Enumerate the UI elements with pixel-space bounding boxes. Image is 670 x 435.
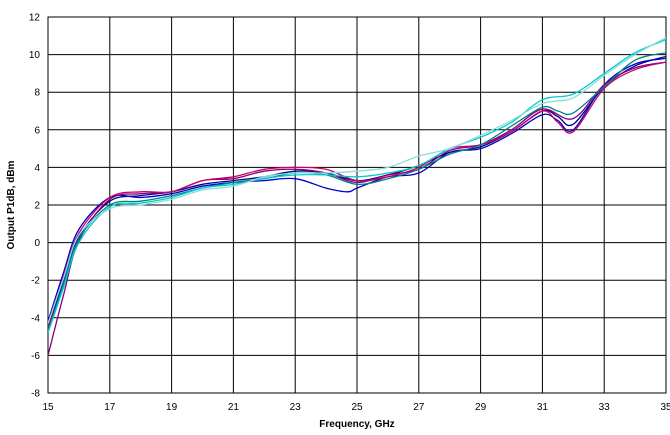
series-group	[48, 37, 666, 356]
x-tick-label: 17	[104, 402, 116, 413]
y-tick-label: 8	[34, 88, 40, 99]
series-line-6	[48, 39, 666, 334]
y-axis-title: Output P1dB, dBm	[6, 160, 17, 249]
y-tick-label: 12	[29, 13, 41, 24]
y-tick-label: 6	[34, 125, 40, 136]
x-tick-labels: 15 17 19 21 23 25 27 29 31 33 35	[42, 402, 670, 413]
x-tick-label: 19	[166, 402, 178, 413]
x-tick-label: 15	[42, 402, 54, 413]
series-line-4	[48, 61, 666, 328]
x-tick-label: 29	[475, 402, 487, 413]
x-tick-label: 21	[228, 402, 240, 413]
series-line-7	[48, 37, 666, 324]
y-tick-label: -2	[31, 276, 40, 287]
y-tick-label: 2	[34, 201, 40, 212]
series-line-2	[48, 57, 666, 322]
x-tick-label: 27	[413, 402, 425, 413]
x-tick-label: 23	[290, 402, 302, 413]
y-tick-label: -8	[31, 389, 40, 400]
series-line-3	[48, 61, 666, 356]
x-tick-label: 35	[660, 402, 670, 413]
x-tick-label: 25	[351, 402, 363, 413]
y-tick-label: 4	[34, 163, 40, 174]
y-tick-label: 0	[34, 238, 40, 249]
x-axis-title: Frequency, GHz	[319, 419, 394, 430]
y-tick-label: -6	[31, 351, 40, 362]
y-tick-label: 10	[29, 50, 41, 61]
x-tick-label: 31	[537, 402, 549, 413]
plot-frame	[47, 16, 667, 394]
y-tick-label: -4	[31, 313, 40, 324]
y-tick-labels: -8 -6 -4 -2 0 2 4 6 8 10 12	[29, 13, 41, 400]
x-tick-label: 33	[599, 402, 611, 413]
series-line-5	[48, 52, 666, 332]
